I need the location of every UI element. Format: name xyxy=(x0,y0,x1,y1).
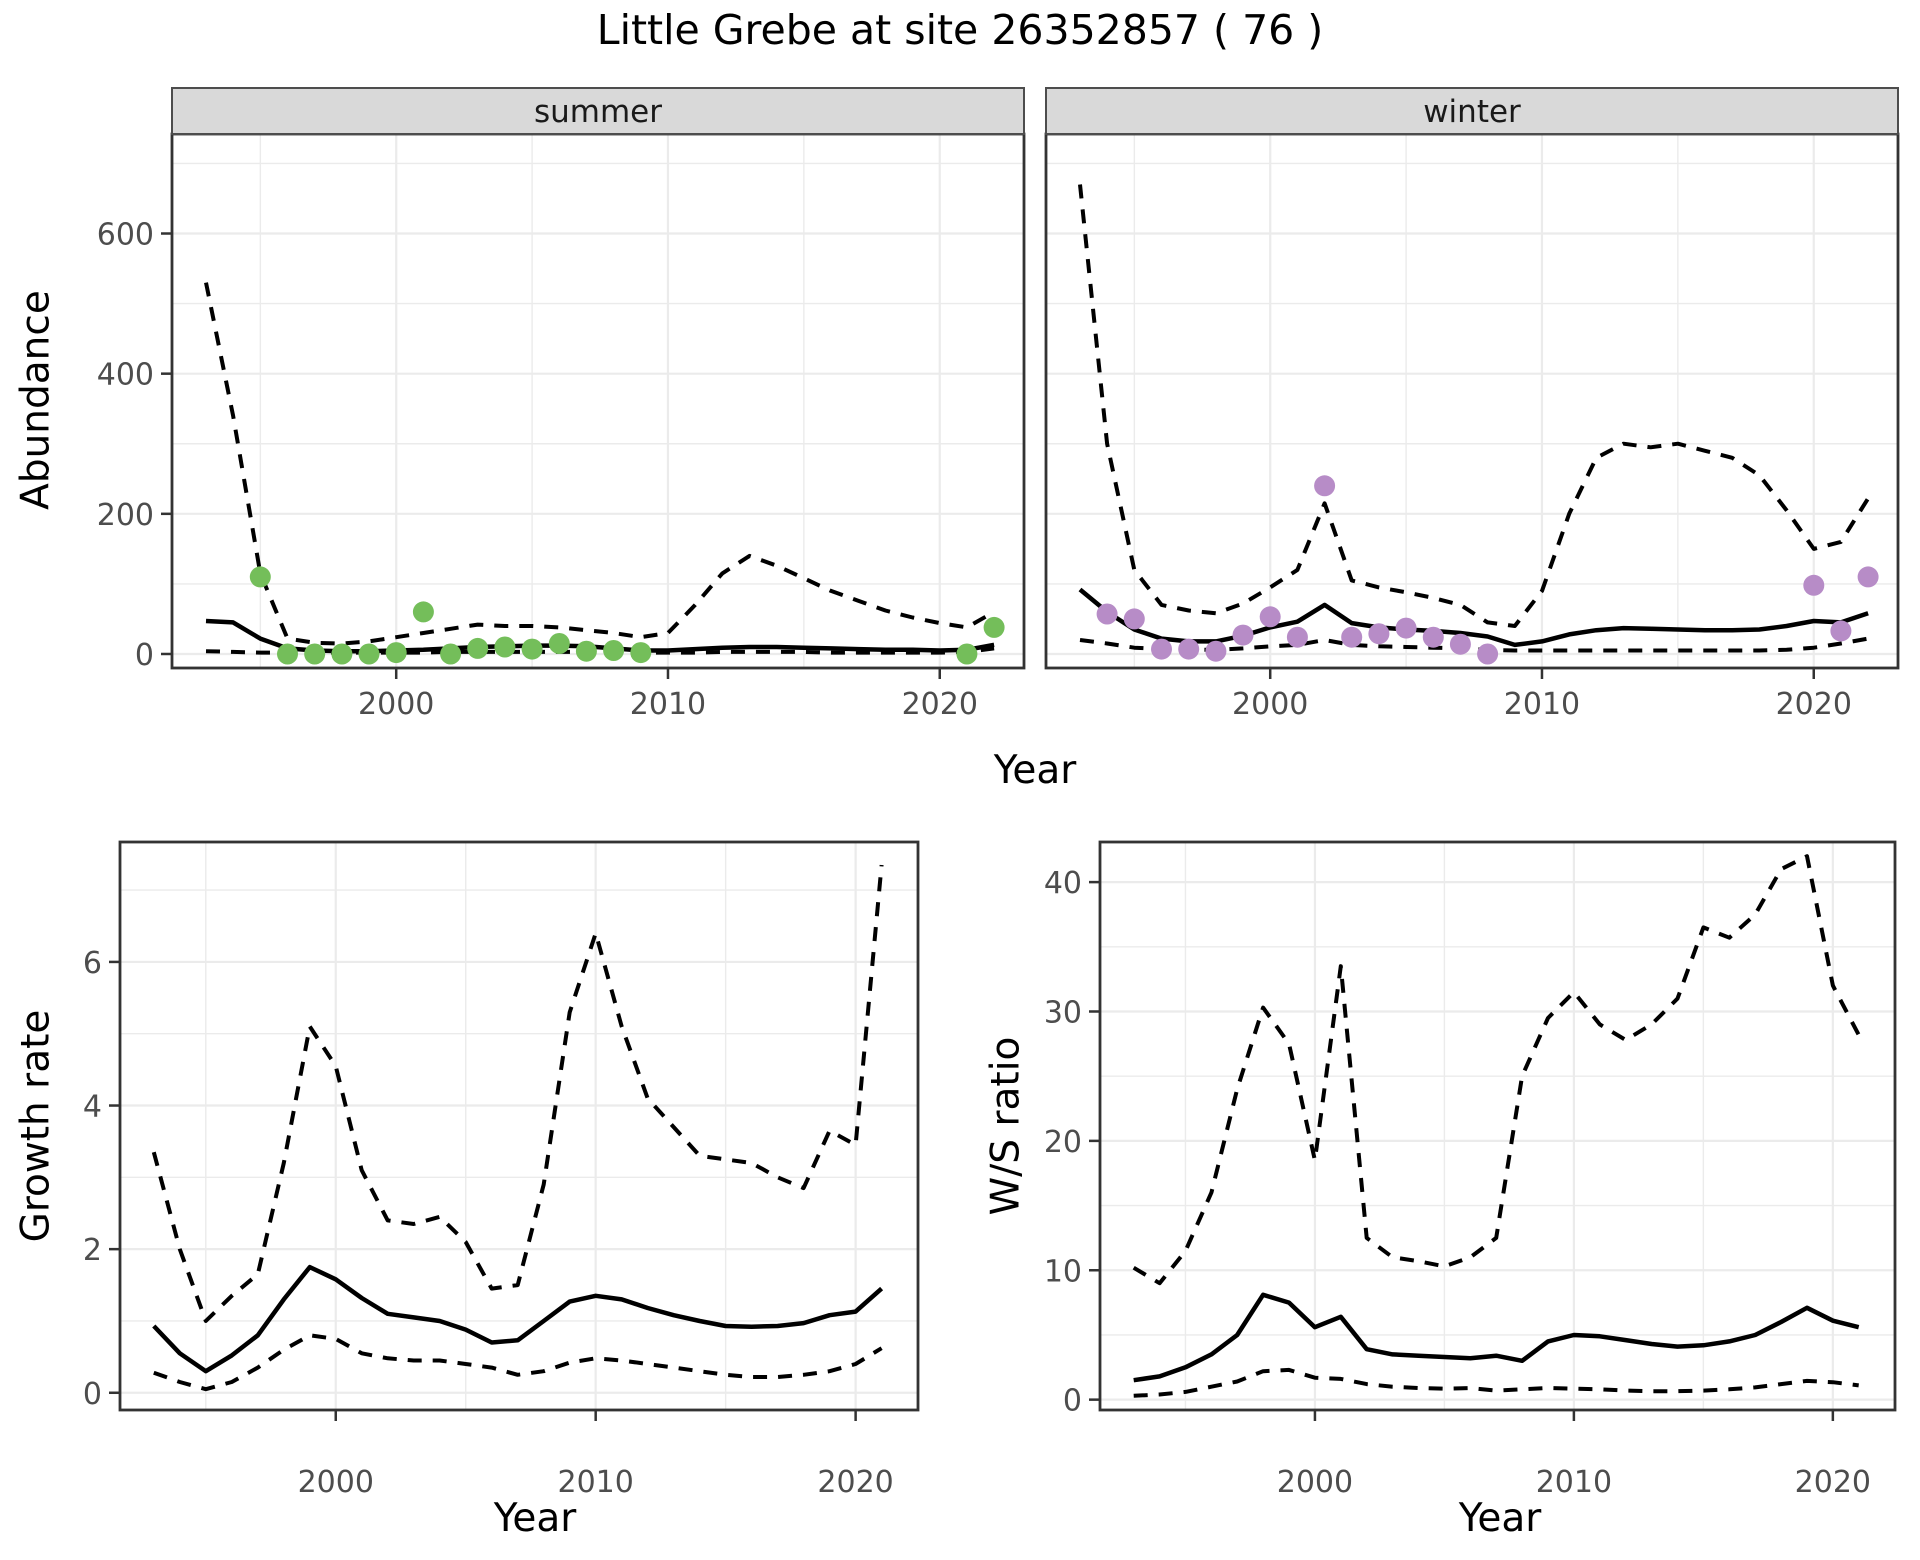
data-point xyxy=(1368,623,1390,645)
data-point xyxy=(1096,603,1118,625)
ws-ratio-fit-line xyxy=(1133,1292,1860,1383)
data-point xyxy=(956,643,978,665)
x-tick-label: 2000 xyxy=(1232,687,1308,722)
data-point xyxy=(358,643,380,665)
data-point xyxy=(412,601,434,623)
data-point xyxy=(249,566,271,588)
x-tick-label: 2010 xyxy=(1536,1465,1612,1500)
data-point xyxy=(1449,633,1471,655)
x-tick-label: 2020 xyxy=(1795,1465,1871,1500)
y-tick-label: 0 xyxy=(135,638,154,673)
y-tick-label: 20 xyxy=(1044,1125,1082,1160)
data-point xyxy=(277,643,298,665)
data-point xyxy=(603,640,625,661)
series-group xyxy=(151,864,884,1392)
data-point xyxy=(1477,643,1499,665)
data-point xyxy=(304,643,326,665)
data-point xyxy=(1341,626,1363,648)
facet-strip xyxy=(171,87,1025,135)
series-group xyxy=(1132,854,1861,1398)
x-tick-label: 2000 xyxy=(298,1465,374,1500)
data-point xyxy=(521,638,543,660)
x-tick-label: 2010 xyxy=(558,1465,634,1500)
x-tick-label: 2000 xyxy=(358,687,434,722)
abundance-winter-upper_ci-line xyxy=(1078,184,1870,628)
y-tick-label: 400 xyxy=(97,358,154,393)
x-axis-title-year-ws: Year xyxy=(1458,1496,1542,1541)
data-point xyxy=(1395,617,1417,639)
y-axis-title-growth-rate: Growth rate xyxy=(13,1009,59,1243)
ws-ratio-upper_ci-line xyxy=(1132,854,1861,1286)
data-point xyxy=(385,642,407,664)
y-axis-title-ws-ratio: W/S ratio xyxy=(983,1036,1029,1216)
y-tick-label: 200 xyxy=(97,498,154,533)
x-tick-label: 2020 xyxy=(902,687,978,722)
y-tick-label: 30 xyxy=(1044,995,1082,1030)
y-tick-label: 0 xyxy=(1063,1384,1082,1419)
data-point xyxy=(331,643,353,665)
panel-growth-rate: 2000 2010 2020 0 2 4 6 xyxy=(83,840,920,1500)
y-axis-title-abundance: Abundance xyxy=(13,290,59,510)
series-group xyxy=(1078,184,1879,665)
abundance-summer-upper_ci-line xyxy=(204,282,996,646)
data-point xyxy=(1259,606,1281,628)
data-point xyxy=(1422,626,1444,648)
panel-ws-ratio: 2000 2010 2020 0 10 20 30 40 xyxy=(1044,840,1897,1500)
x-tick-label: 2020 xyxy=(1776,687,1852,722)
data-point xyxy=(1286,626,1308,648)
data-point xyxy=(1830,620,1852,642)
y-tick-label: 4 xyxy=(83,1090,102,1125)
panel-background xyxy=(172,134,1024,668)
page-title: Little Grebe at site 26352857 ( 76 ) xyxy=(596,6,1324,54)
data-point xyxy=(575,640,597,662)
panel-border xyxy=(1098,840,1897,1412)
y-tick-label: 600 xyxy=(97,218,154,253)
x-tick-label: 2020 xyxy=(817,1465,893,1500)
data-point xyxy=(494,636,516,658)
x-tick-label: 2010 xyxy=(630,687,706,722)
panel-background xyxy=(120,842,918,1410)
data-point xyxy=(440,643,462,665)
data-point xyxy=(1803,574,1825,596)
x-axis-title-year-top: Year xyxy=(993,748,1077,793)
abundance-winter-observed-points xyxy=(1096,475,1879,665)
x-axis-title-year-growth: Year xyxy=(493,1496,577,1541)
facet-strip-label-winter: winter xyxy=(1423,94,1521,130)
data-point xyxy=(467,637,489,659)
data-point xyxy=(1314,475,1336,497)
growth-rate-lower_ci-line xyxy=(153,1333,883,1392)
y-tick-label: 10 xyxy=(1044,1254,1082,1289)
panel-border xyxy=(118,840,920,1412)
facet-strip xyxy=(1045,87,1899,135)
data-point xyxy=(1151,638,1172,660)
abundance-winter-fit-line xyxy=(1078,587,1869,648)
panel-abundance-summer: 2000 2010 2020 0 200 400 600 xyxy=(97,87,1026,722)
data-point xyxy=(1857,566,1879,588)
y-tick-label: 40 xyxy=(1044,866,1082,901)
abundance-summer-observed-points xyxy=(249,566,1005,665)
x-tick-label: 2010 xyxy=(1504,687,1580,722)
facet-strip-label-summer: summer xyxy=(533,94,663,130)
growth-rate-upper_ci-line xyxy=(151,864,884,1323)
data-point xyxy=(1232,624,1254,646)
panel-background xyxy=(1046,134,1898,668)
data-point xyxy=(1205,640,1227,662)
y-tick-label: 0 xyxy=(83,1377,102,1412)
series-group xyxy=(204,282,1005,665)
data-point xyxy=(983,616,1005,638)
data-point xyxy=(1123,608,1145,630)
ws-ratio-lower_ci-line xyxy=(1133,1367,1859,1398)
y-tick-label: 6 xyxy=(83,946,102,981)
panel-background xyxy=(1100,842,1895,1410)
growth-rate-fit-line xyxy=(152,1264,884,1374)
data-point xyxy=(1178,638,1200,660)
y-tick-label: 2 xyxy=(83,1233,102,1268)
panel-abundance-winter: 2000 2010 2020 xyxy=(1044,87,1900,722)
x-tick-label: 2000 xyxy=(1277,1465,1353,1500)
data-point xyxy=(548,633,570,654)
data-point xyxy=(630,642,652,664)
